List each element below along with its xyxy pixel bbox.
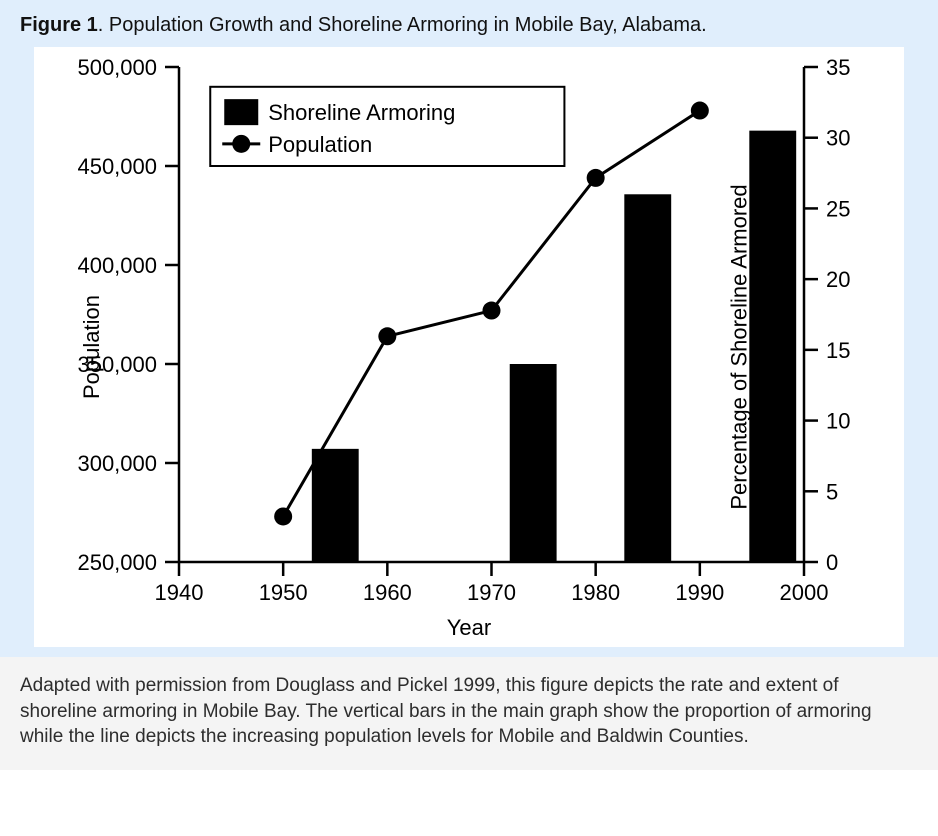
figure-title: Figure 1. Population Growth and Shorelin… — [20, 14, 918, 37]
figure-title-text: . Population Growth and Shoreline Armori… — [98, 14, 707, 36]
x-tick-label: 1960 — [363, 580, 412, 605]
legend-swatch-bar — [224, 99, 258, 125]
y-right-tick-label: 35 — [826, 55, 850, 80]
bar — [624, 194, 671, 562]
y-right-tick-label: 20 — [826, 267, 850, 292]
population-marker — [483, 302, 501, 320]
figure-caption: Adapted with permission from Douglass an… — [0, 657, 938, 770]
figure-number: Figure 1 — [20, 14, 98, 36]
bar — [749, 131, 796, 562]
legend-label-line: Population — [268, 132, 372, 157]
y-left-axis-label: Population — [79, 295, 105, 399]
x-tick-label: 1970 — [467, 580, 516, 605]
y-right-tick-label: 10 — [826, 409, 850, 434]
x-tick-label: 2000 — [780, 580, 829, 605]
figure-panel: Figure 1. Population Growth and Shorelin… — [0, 0, 938, 657]
y-right-tick-label: 30 — [826, 126, 850, 151]
x-tick-label: 1950 — [259, 580, 308, 605]
y-left-tick-label: 400,000 — [77, 253, 157, 278]
y-left-tick-label: 450,000 — [77, 154, 157, 179]
x-tick-label: 1990 — [675, 580, 724, 605]
chart: 1940 1950 1960 1970 1980 1990 2000 250,000 300,0… — [34, 47, 904, 647]
y-left-tick-label: 300,000 — [77, 451, 157, 476]
bar — [510, 364, 557, 562]
legend-swatch-marker — [232, 135, 250, 153]
population-marker — [378, 327, 396, 345]
y-right-tick-label: 5 — [826, 479, 838, 504]
y-left-tick-label: 250,000 — [77, 550, 157, 575]
y-right-tick-label: 0 — [826, 550, 838, 575]
chart-svg: 1940 1950 1960 1970 1980 1990 2000 250,000 300,0… — [34, 47, 904, 647]
y-left-tick-label: 500,000 — [77, 55, 157, 80]
y-right-tick-label: 25 — [826, 196, 850, 221]
x-tick-label: 1940 — [155, 580, 204, 605]
population-marker — [587, 169, 605, 187]
y-right-tick-label: 15 — [826, 338, 850, 363]
bar — [312, 449, 359, 562]
population-marker — [691, 102, 709, 120]
population-marker — [274, 507, 292, 525]
x-tick-label: 1980 — [571, 580, 620, 605]
legend-label-bars: Shoreline Armoring — [268, 100, 455, 125]
legend-box — [210, 87, 564, 166]
y-right-axis-label: Percentage of Shoreline Armored — [726, 184, 752, 509]
x-axis-label: Year — [34, 615, 904, 641]
